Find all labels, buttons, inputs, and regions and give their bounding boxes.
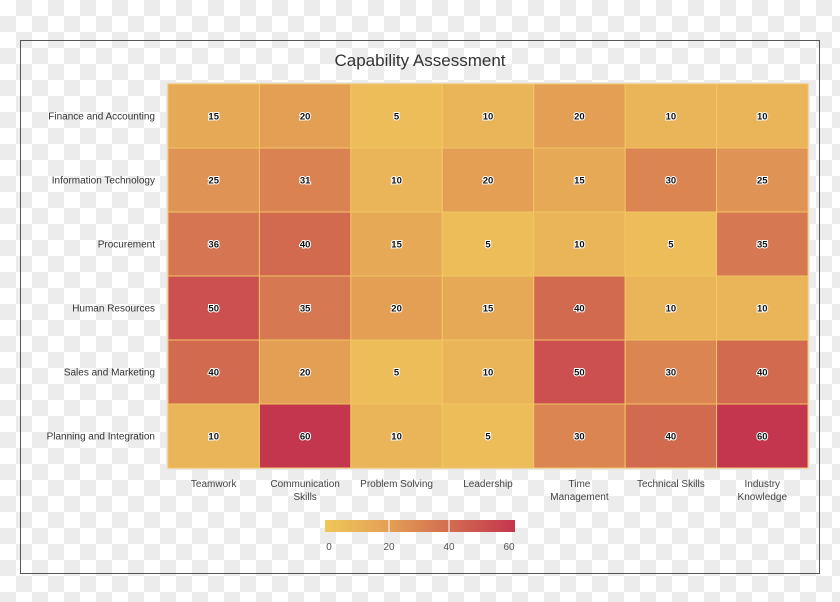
cell-value-label: 50 — [574, 368, 585, 379]
heatmap-cell[interactable] — [441, 339, 535, 405]
heatmap-cell[interactable] — [624, 275, 718, 341]
heatmap-cell[interactable] — [167, 403, 260, 469]
heatmap-cell[interactable] — [533, 83, 626, 149]
cell-value-label: 10 — [391, 176, 402, 187]
colorbar — [325, 520, 515, 532]
cell-value-label: 25 — [757, 176, 768, 187]
cell-value-label: 5 — [394, 112, 400, 123]
cell-value-label: 40 — [757, 368, 768, 379]
cell-value-label: 35 — [300, 304, 311, 315]
cell-value-label: 10 — [391, 432, 402, 443]
column-label: Time — [568, 479, 590, 490]
column-label: Technical Skills — [637, 479, 705, 490]
row-label: Human Resources — [72, 304, 155, 315]
heatmap-cell[interactable] — [624, 403, 718, 469]
row-label: Planning and Integration — [47, 432, 155, 443]
cell-value-label: 60 — [757, 432, 768, 443]
chart-title: Capability Assessment — [334, 51, 506, 70]
cell-value-label: 10 — [757, 112, 768, 123]
cell-value-label: 30 — [666, 368, 677, 379]
heatmap-cell[interactable] — [258, 339, 352, 405]
column-label: Communication — [270, 479, 339, 490]
heatmap-cell[interactable] — [441, 211, 535, 277]
row-label: Information Technology — [52, 176, 155, 187]
cell-value-label: 10 — [574, 240, 585, 251]
cell-value-label: 10 — [208, 432, 219, 443]
cell-value-label: 35 — [757, 240, 768, 251]
cell-value-label: 20 — [300, 112, 311, 123]
column-label: Management — [550, 492, 609, 503]
cell-value-label: 10 — [483, 112, 494, 123]
heatmap-cell[interactable] — [350, 339, 443, 405]
cell-value-label: 5 — [668, 240, 674, 251]
cell-value-label: 5 — [485, 432, 491, 443]
cell-value-label: 15 — [574, 176, 585, 187]
heatmap-cell[interactable] — [716, 339, 809, 405]
cell-value-label: 15 — [483, 304, 494, 315]
heatmap-cell[interactable] — [350, 211, 443, 277]
heatmap-cell[interactable] — [716, 83, 809, 149]
column-label: Problem Solving — [360, 479, 433, 490]
cell-value-label: 20 — [391, 304, 402, 315]
cell-value-label: 30 — [666, 176, 677, 187]
cell-value-label: 10 — [483, 368, 494, 379]
colorbar-tick-label: 60 — [503, 542, 515, 553]
cell-value-label: 15 — [391, 240, 402, 251]
heatmap-cell[interactable] — [533, 403, 626, 469]
column-label: Leadership — [463, 479, 513, 490]
cell-value-label: 40 — [574, 304, 585, 315]
cell-value-label: 10 — [666, 112, 677, 123]
heatmap-cell[interactable] — [716, 275, 809, 341]
cell-value-label: 36 — [208, 240, 219, 251]
colorbar-tick-label: 40 — [443, 542, 455, 553]
heatmap-cell[interactable] — [258, 403, 352, 469]
heatmap-cell[interactable] — [624, 83, 718, 149]
heatmap-cell[interactable] — [533, 339, 626, 405]
chart-frame — [20, 40, 820, 574]
heatmap-cell[interactable] — [441, 83, 535, 149]
cell-value-label: 30 — [574, 432, 585, 443]
cell-value-label: 40 — [208, 368, 219, 379]
cell-value-label: 20 — [574, 112, 585, 123]
cell-value-label: 40 — [300, 240, 311, 251]
heatmap-cell[interactable] — [716, 403, 809, 469]
colorbar-tick-label: 20 — [383, 542, 395, 553]
cell-value-label: 25 — [208, 176, 219, 187]
cell-value-label: 60 — [300, 432, 311, 443]
cell-value-label: 15 — [208, 112, 219, 123]
column-label: Knowledge — [738, 492, 788, 503]
cell-value-label: 5 — [485, 240, 491, 251]
heatmap-cell[interactable] — [624, 339, 718, 405]
heatmap-cell[interactable] — [624, 147, 718, 213]
cell-value-label: 10 — [757, 304, 768, 315]
row-label: Procurement — [98, 240, 155, 251]
cell-value-label: 5 — [394, 368, 400, 379]
column-label: Teamwork — [191, 479, 238, 490]
cell-value-label: 20 — [300, 368, 311, 379]
heatmap-cell[interactable] — [441, 147, 535, 213]
heatmap-cell[interactable] — [258, 275, 352, 341]
heatmap-cell[interactable] — [533, 147, 626, 213]
heatmap-cell[interactable] — [167, 147, 260, 213]
row-label: Sales and Marketing — [64, 368, 155, 379]
cell-value-label: 31 — [300, 176, 311, 187]
cell-value-label: 10 — [666, 304, 677, 315]
heatmap-cell[interactable] — [350, 275, 443, 341]
row-label: Finance and Accounting — [48, 112, 155, 123]
heatmap-cell[interactable] — [350, 403, 443, 469]
cell-value-label: 50 — [208, 304, 219, 315]
colorbar-tick-label: 0 — [326, 542, 332, 553]
cell-value-label: 20 — [483, 176, 494, 187]
heatmap-cell[interactable] — [533, 275, 626, 341]
cell-value-label: 40 — [666, 432, 677, 443]
column-label: Industry — [744, 479, 780, 490]
column-label: Skills — [293, 492, 316, 503]
heatmap-cell[interactable] — [716, 211, 809, 277]
heatmap-cell[interactable] — [716, 147, 809, 213]
heatmap-cell[interactable] — [350, 147, 443, 213]
